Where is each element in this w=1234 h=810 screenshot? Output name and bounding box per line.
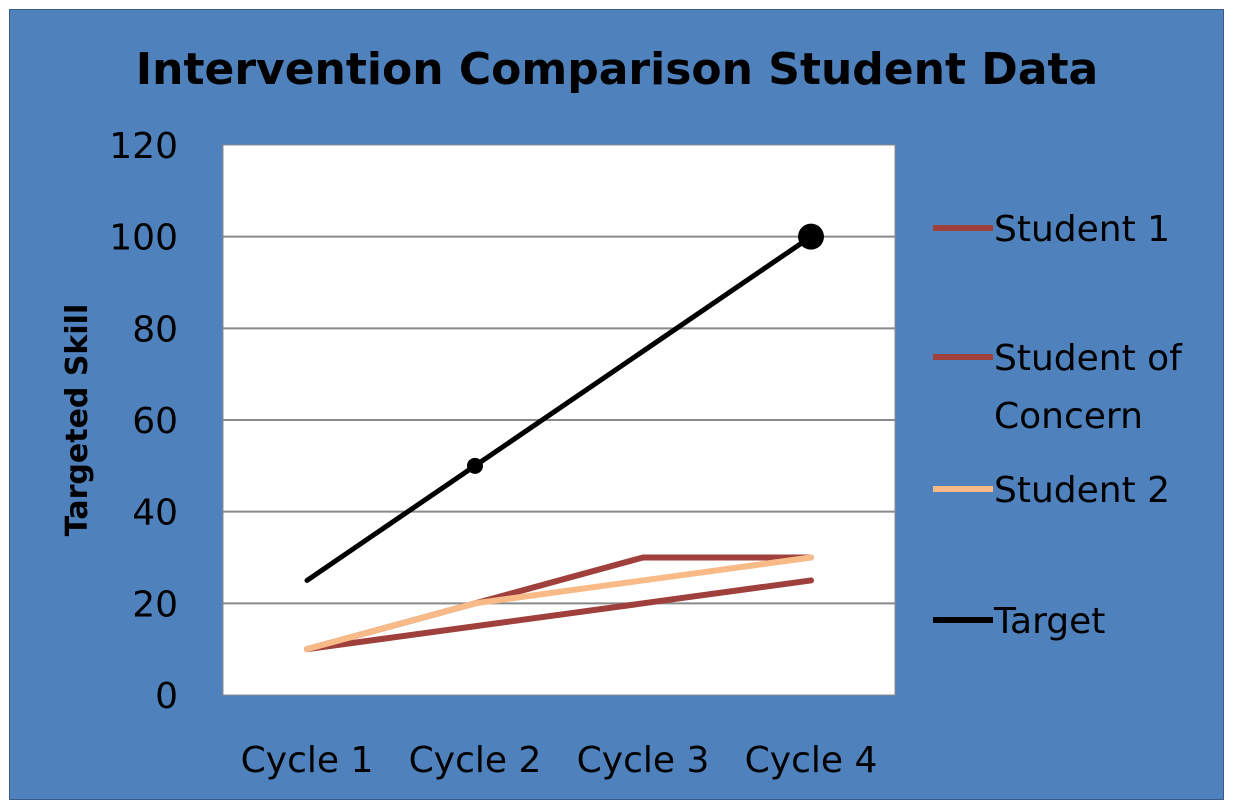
legend-label: Target <box>993 601 1105 642</box>
x-tick-label: Cycle 1 <box>241 740 374 781</box>
y-tick-label: 100 <box>109 218 178 259</box>
legend-label: Student of Concern <box>994 338 1183 437</box>
y-tick-label: 40 <box>132 493 178 534</box>
y-axis-title: Targeted Skill <box>60 304 95 536</box>
legend-label: Student 2 <box>994 470 1170 511</box>
y-tick-label: 60 <box>132 401 178 442</box>
target-point <box>798 223 824 250</box>
series-line-student-2 <box>304 554 814 653</box>
x-tick-label: Cycle 4 <box>745 740 878 781</box>
gridlines <box>223 235 895 605</box>
y-tick-label: 120 <box>109 126 178 167</box>
target-point <box>467 457 483 474</box>
legend: Student 1 Student of Concern Student 2 Targe… <box>933 209 1183 642</box>
y-tick-label: 20 <box>132 584 178 625</box>
chart-title: Intervention Comparison Student Data <box>136 44 1099 95</box>
y-tick-label: 80 <box>132 309 178 350</box>
y-tick-label: 0 <box>155 676 178 717</box>
legend-label: Student 1 <box>994 209 1170 250</box>
series-line-student-of-concern <box>304 577 814 653</box>
x-tick-label: Cycle 3 <box>577 740 710 781</box>
x-tick-labels: Cycle 1 Cycle 2 Cycle 3 Cycle 4 <box>241 740 878 781</box>
series-layer <box>304 223 824 653</box>
series-line-target <box>304 234 814 583</box>
y-tick-labels: 0 20 40 60 80 100 120 <box>109 126 178 717</box>
x-tick-label: Cycle 2 <box>409 740 542 781</box>
